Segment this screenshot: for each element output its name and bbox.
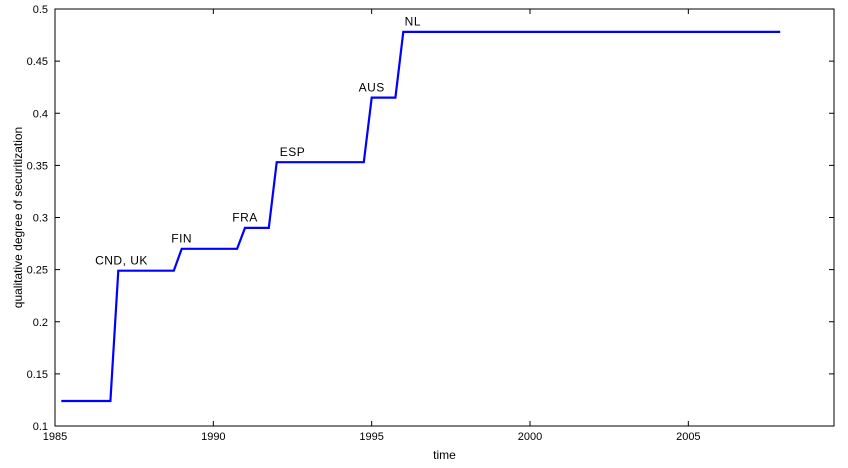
annotation-label: FRA: [232, 211, 258, 225]
annotation-label: FIN: [171, 232, 192, 246]
y-tick-label: 0.3: [33, 213, 48, 225]
plot-area-frame: [54, 8, 835, 427]
y-tick-label: 0.2: [33, 317, 48, 329]
y-axis-label: qualitative degree of securitization: [11, 127, 25, 308]
tick-marks: [54, 8, 834, 427]
y-tick-label: 0.45: [27, 56, 48, 68]
y-tick-label: 0.5: [33, 4, 48, 16]
annotation-label: ESP: [280, 145, 306, 159]
tick-labels: 1985 1990 1995 2000 2005 0.1 0.15 0.2 0.25 0.3 0.3…: [27, 4, 701, 443]
y-tick-label: 0.15: [27, 369, 48, 381]
x-tick-label: 2005: [676, 431, 700, 443]
x-tick-label: 2000: [518, 431, 542, 443]
y-tick-label: 0.1: [33, 421, 48, 433]
y-tick-label: 0.35: [27, 160, 48, 172]
y-tick-label: 0.4: [33, 108, 48, 120]
annotation-label: AUS: [359, 80, 385, 94]
x-tick-label: 1985: [43, 431, 67, 443]
annotations: CND, UK FIN FRA ESP AUS NL: [95, 15, 421, 268]
x-tick-label: 1990: [201, 431, 225, 443]
y-tick-label: 0.25: [27, 265, 48, 277]
annotation-label: CND, UK: [95, 253, 148, 267]
x-axis-label: time: [433, 448, 456, 462]
series-line: [61, 30, 781, 403]
annotation-label: NL: [405, 15, 421, 29]
x-tick-label: 1995: [359, 431, 383, 443]
